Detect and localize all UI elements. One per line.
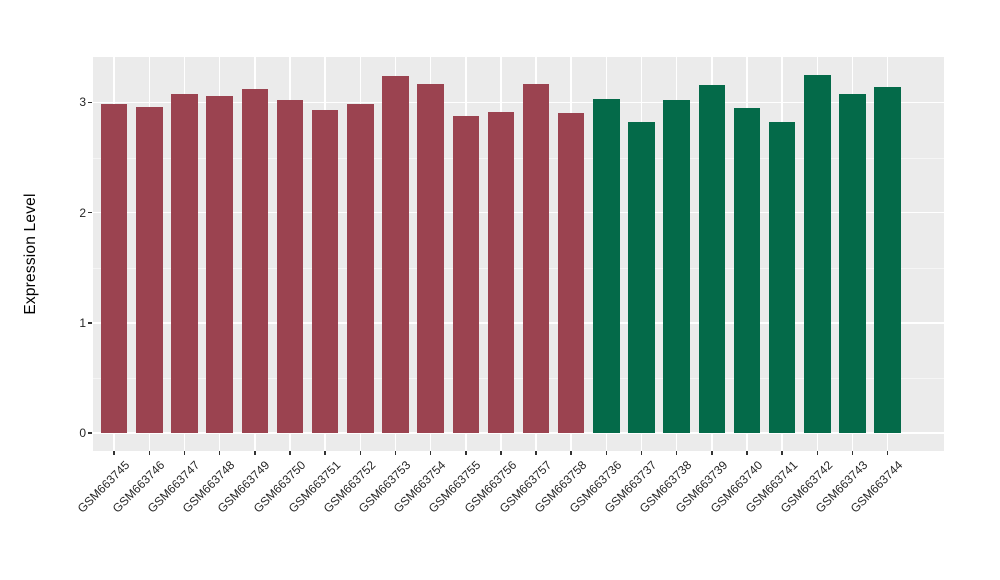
x-axis-tick: [851, 451, 854, 455]
x-axis-tick: [148, 451, 150, 455]
bar-GSM663746: [136, 106, 163, 433]
y-tick-label: 2: [79, 205, 86, 220]
x-axis-tick: [711, 451, 713, 455]
x-axis-tick: [675, 451, 678, 455]
x-axis-tick: [570, 451, 572, 455]
bar-GSM663756: [487, 112, 515, 433]
x-axis-tick: [781, 451, 783, 455]
x-axis-tick: [605, 451, 608, 455]
bar-GSM663747: [171, 93, 198, 433]
gridline-major-horizontal: [93, 101, 944, 104]
bar-GSM663737: [628, 122, 655, 433]
bar-GSM663741: [768, 122, 796, 433]
x-axis-tick: [218, 451, 221, 455]
plot-panel: [93, 57, 944, 451]
gridline-major-horizontal: [93, 432, 944, 434]
x-axis-tick: [500, 451, 502, 455]
y-axis-tick: [88, 211, 92, 214]
x-axis-tick: [886, 451, 889, 455]
bar-GSM663755: [452, 115, 479, 433]
x-axis-tick: [746, 451, 748, 455]
bar-GSM663743: [839, 93, 866, 433]
bar-GSM663754: [417, 83, 444, 433]
y-tick-label: 1: [79, 315, 86, 330]
x-axis-tick: [113, 451, 115, 455]
bar-GSM663739: [698, 84, 726, 433]
bar-GSM663753: [382, 75, 409, 433]
x-axis-tick: [324, 451, 326, 455]
gridline-major-horizontal: [93, 211, 944, 214]
y-tick-label: 0: [79, 426, 86, 440]
bar-GSM663742: [804, 74, 831, 433]
bar-GSM663749: [241, 89, 268, 433]
x-axis-tick: [429, 451, 432, 455]
gridline-major-horizontal: [93, 322, 944, 324]
y-axis-tick: [88, 322, 92, 324]
x-axis-tick: [289, 451, 291, 455]
bar-GSM663748: [206, 95, 233, 433]
x-axis-tick: [640, 451, 643, 455]
x-axis-tick: [183, 451, 186, 455]
x-axis-tick: [254, 451, 256, 455]
bar-GSM663757: [522, 83, 550, 433]
bar-GSM663744: [874, 86, 901, 433]
bar-GSM663752: [347, 103, 374, 433]
bar-GSM663745: [100, 103, 128, 433]
gridline-minor-horizontal: [93, 157, 944, 159]
bar-GSM663738: [663, 100, 690, 433]
x-axis-tick: [816, 451, 819, 455]
x-axis-tick: [465, 451, 467, 455]
x-axis-tick: [535, 451, 537, 455]
y-axis-tick: [88, 432, 92, 434]
x-axis-tick: [394, 451, 397, 455]
x-axis-tick: [359, 451, 361, 455]
y-axis-tick: [88, 101, 92, 104]
bar-GSM663736: [593, 99, 620, 433]
bar-GSM663751: [311, 110, 339, 433]
bar-GSM663758: [557, 113, 585, 433]
y-tick-label: 3: [79, 95, 86, 110]
gridline-minor-horizontal: [93, 377, 944, 379]
gridline-minor-horizontal: [93, 267, 944, 269]
bar-GSM663750: [276, 100, 304, 433]
bar-GSM663740: [733, 107, 761, 433]
